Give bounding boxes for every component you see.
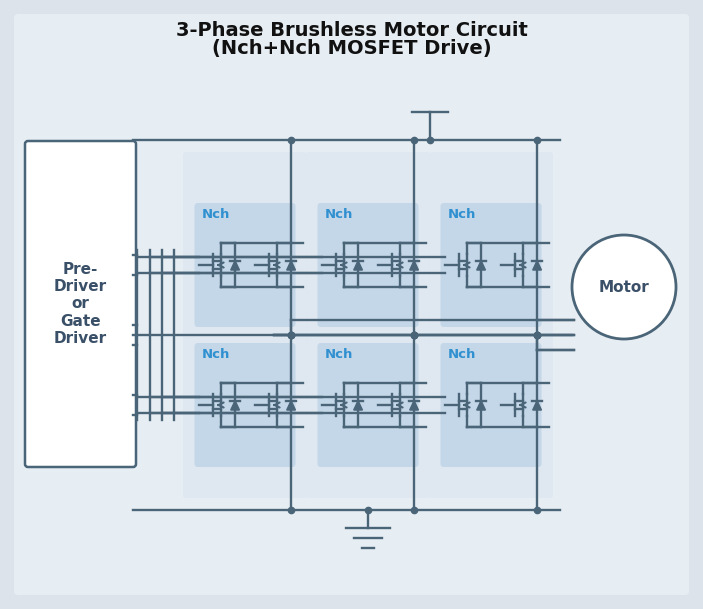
FancyBboxPatch shape bbox=[318, 343, 418, 467]
Text: Nch: Nch bbox=[448, 208, 476, 221]
Text: (Nch+Nch MOSFET Drive): (Nch+Nch MOSFET Drive) bbox=[212, 39, 492, 58]
Polygon shape bbox=[354, 261, 363, 270]
Text: Motor: Motor bbox=[599, 280, 650, 295]
FancyBboxPatch shape bbox=[441, 343, 541, 467]
Polygon shape bbox=[287, 401, 295, 410]
Circle shape bbox=[572, 235, 676, 339]
Text: Nch: Nch bbox=[325, 348, 353, 361]
Polygon shape bbox=[231, 401, 240, 410]
Polygon shape bbox=[410, 261, 418, 270]
Polygon shape bbox=[231, 261, 240, 270]
Polygon shape bbox=[410, 401, 418, 410]
FancyBboxPatch shape bbox=[195, 343, 295, 467]
FancyBboxPatch shape bbox=[318, 203, 418, 327]
Text: Nch: Nch bbox=[325, 208, 353, 221]
Text: Nch: Nch bbox=[448, 348, 476, 361]
Text: Nch: Nch bbox=[202, 208, 230, 221]
Text: Pre-
Driver
or
Gate
Driver: Pre- Driver or Gate Driver bbox=[54, 262, 107, 347]
Polygon shape bbox=[477, 401, 486, 410]
Polygon shape bbox=[354, 401, 363, 410]
Text: Nch: Nch bbox=[202, 348, 230, 361]
Polygon shape bbox=[533, 261, 541, 270]
FancyBboxPatch shape bbox=[441, 203, 541, 327]
FancyBboxPatch shape bbox=[14, 14, 689, 595]
FancyBboxPatch shape bbox=[183, 152, 307, 498]
FancyBboxPatch shape bbox=[429, 152, 553, 498]
Text: 3-Phase Brushless Motor Circuit: 3-Phase Brushless Motor Circuit bbox=[176, 21, 528, 40]
FancyBboxPatch shape bbox=[195, 203, 295, 327]
FancyBboxPatch shape bbox=[306, 152, 430, 498]
Polygon shape bbox=[533, 401, 541, 410]
FancyBboxPatch shape bbox=[25, 141, 136, 467]
Polygon shape bbox=[477, 261, 486, 270]
Polygon shape bbox=[287, 261, 295, 270]
